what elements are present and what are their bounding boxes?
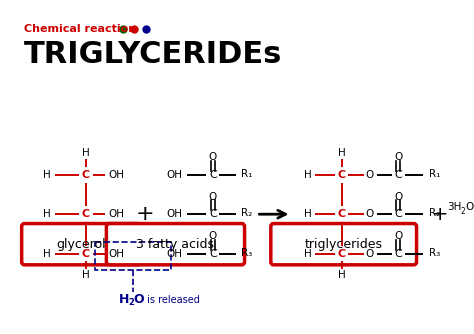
Text: R₁: R₁ [241,169,253,179]
Text: OH: OH [109,170,124,180]
Text: O: O [394,152,402,162]
Text: C: C [394,170,402,180]
Text: Chemical reaction: Chemical reaction [24,24,136,34]
Text: 3 fatty acids: 3 fatty acids [137,238,214,251]
Text: TRIGLYCERIDEs: TRIGLYCERIDEs [24,40,282,69]
Text: 2: 2 [461,207,465,216]
Text: H: H [82,270,90,280]
Text: glycerol: glycerol [56,238,106,251]
Text: R₂: R₂ [241,208,253,218]
Text: C: C [337,209,346,219]
Text: O: O [133,293,144,306]
Text: C: C [209,248,217,259]
Text: C: C [209,209,217,219]
Text: R₃: R₃ [241,247,253,258]
Text: C: C [337,170,346,180]
Text: OH: OH [166,248,182,259]
Text: C: C [82,170,90,180]
Text: 3H: 3H [447,202,462,212]
Text: C: C [394,209,402,219]
Text: H: H [304,248,311,259]
Text: H: H [118,293,129,306]
Text: O: O [366,248,374,259]
Text: O: O [209,191,217,201]
Text: H: H [44,170,51,180]
Text: H: H [82,148,90,158]
Text: C: C [82,248,90,259]
Text: triglycerides: triglycerides [305,238,383,251]
Text: H: H [304,209,311,219]
Text: R₃: R₃ [428,247,440,258]
FancyBboxPatch shape [22,223,141,265]
Text: is released: is released [144,295,200,305]
Text: R₁: R₁ [428,169,440,179]
Text: H: H [44,248,51,259]
Text: O: O [366,209,374,219]
Text: O: O [366,170,374,180]
FancyBboxPatch shape [271,223,417,265]
Text: H: H [337,148,346,158]
Text: +: + [432,205,448,224]
Text: H: H [44,209,51,219]
Text: OH: OH [109,248,124,259]
Text: O: O [209,231,217,241]
Text: +: + [136,204,154,224]
Text: C: C [337,248,346,259]
Text: H: H [337,270,346,280]
Text: C: C [209,170,217,180]
Text: O: O [465,202,474,212]
Text: OH: OH [166,209,182,219]
Text: H: H [304,170,311,180]
FancyBboxPatch shape [106,223,245,265]
Text: O: O [209,152,217,162]
Text: C: C [82,209,90,219]
Text: O: O [394,191,402,201]
Text: 2: 2 [128,298,134,307]
Text: OH: OH [109,209,124,219]
Text: R₂: R₂ [428,208,440,218]
Text: O: O [394,231,402,241]
Text: C: C [394,248,402,259]
Text: OH: OH [166,170,182,180]
